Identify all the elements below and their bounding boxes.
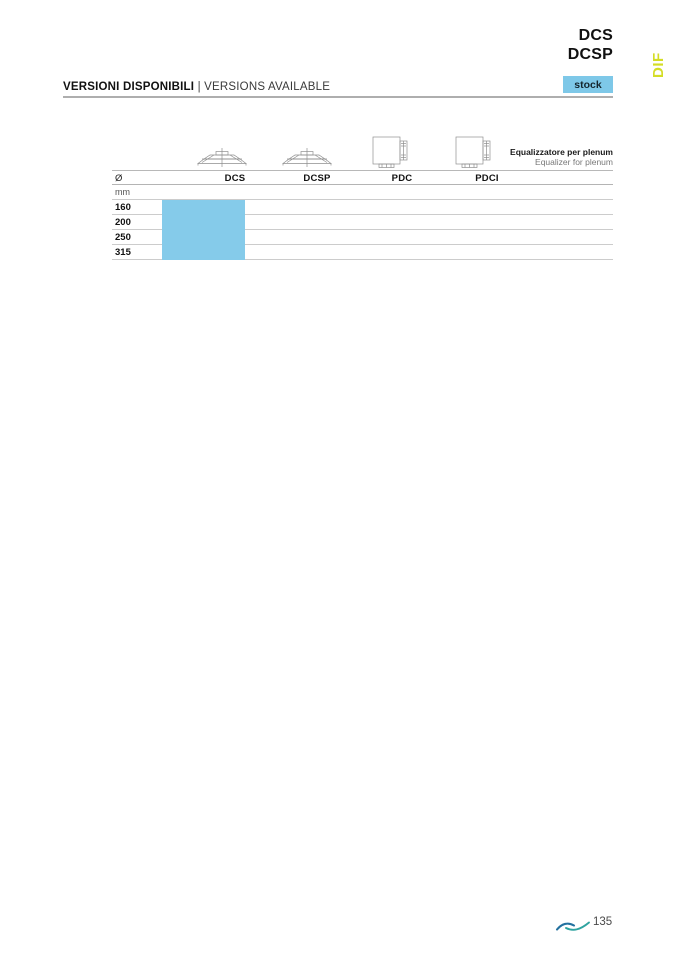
diffuser-icon — [196, 146, 248, 170]
table-header-row: Ø DCS DCSP PDC PDCI — [112, 170, 613, 185]
availability-cell-dcs — [162, 245, 245, 260]
diameter-value: 250 — [115, 232, 131, 243]
column-header-pdc: PDC — [391, 173, 413, 184]
availability-cell-dcs — [162, 215, 245, 230]
table-row: 250 — [112, 230, 613, 245]
diameter-value: 315 — [115, 247, 131, 258]
unit-label: mm — [115, 187, 130, 197]
availability-cell-dcs — [162, 230, 245, 245]
section-title-separator: | — [197, 81, 201, 93]
plenum-box-icon — [455, 136, 495, 169]
section-divider — [63, 96, 613, 98]
table-row: 315 — [112, 245, 613, 260]
plenum-box-icon — [372, 136, 412, 169]
diameter-header: Ø — [115, 173, 123, 184]
product-title-line1: DCS — [578, 27, 613, 44]
column-header-pdci: PDCI — [475, 173, 499, 184]
column-header-dcs: DCS — [224, 173, 246, 184]
page-number: 135 — [593, 916, 613, 928]
diffuser-icon — [281, 146, 333, 170]
plenum-note-italian: Equalizzatore per plenum — [510, 147, 613, 157]
plenum-note-english: Equalizer for plenum — [535, 156, 613, 167]
product-title: DCS DCSP — [568, 26, 613, 64]
diameter-value: 200 — [115, 217, 131, 228]
wave-logo — [555, 917, 591, 940]
versions-table: Ø DCS DCSP PDC PDCI mm 160 200 250 315 — [112, 170, 613, 260]
column-header-dcsp: DCSP — [303, 173, 331, 184]
section-title-italian: VERSIONI DISPONIBILI — [63, 81, 195, 93]
section-title-english: VERSIONS AVAILABLE — [204, 81, 331, 93]
chapter-tab-dif: DIF — [650, 52, 667, 78]
plenum-equalizer-note: Equalizzatore per plenum Equalizer for p… — [510, 147, 613, 167]
section-header: VERSIONI DISPONIBILI | VERSIONS AVAILABL… — [63, 81, 330, 93]
unit-row: mm — [112, 185, 613, 200]
table-row: 160 — [112, 200, 613, 215]
diameter-value: 160 — [115, 202, 131, 213]
table-row: 200 — [112, 215, 613, 230]
stock-badge: stock — [563, 76, 613, 93]
availability-cell-dcs — [162, 200, 245, 215]
product-title-line2: DCSP — [567, 46, 613, 63]
